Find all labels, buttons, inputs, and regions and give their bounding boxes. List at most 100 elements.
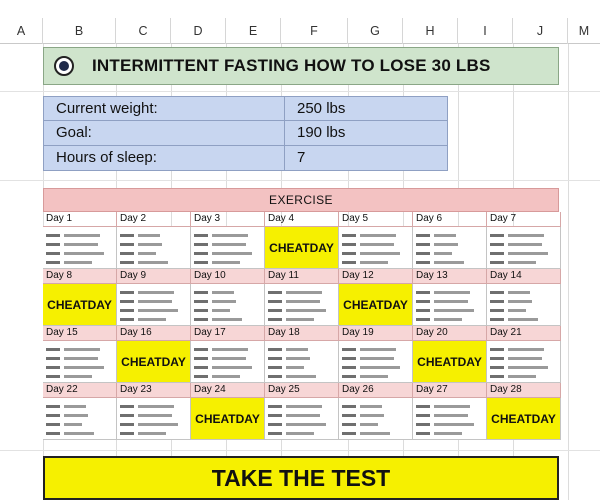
day-label[interactable]: Day 6	[413, 212, 487, 227]
day-label[interactable]: Day 25	[265, 383, 339, 398]
workout-notes-cell[interactable]	[191, 341, 265, 383]
day-label[interactable]: Day 24	[191, 383, 265, 398]
workout-notes-cell[interactable]	[413, 284, 487, 326]
cheat-day-cell[interactable]: CHEAT DAY	[487, 398, 561, 440]
column-header-c[interactable]: C	[116, 18, 171, 44]
column-header-d[interactable]: D	[171, 18, 226, 44]
note-text-blur	[212, 308, 230, 312]
column-header-e[interactable]: E	[226, 18, 281, 44]
illegible-note-line	[416, 249, 483, 257]
day-label[interactable]: Day 27	[413, 383, 487, 398]
note-text-blur	[138, 404, 174, 408]
note-bullet	[268, 356, 282, 360]
title-banner: INTERMITTENT FASTING HOW TO LOSE 30 LBS	[43, 47, 559, 85]
workout-notes-cell[interactable]	[191, 227, 265, 269]
workout-notes-cell[interactable]	[191, 284, 265, 326]
workout-notes-cell[interactable]	[43, 227, 117, 269]
cheat-day-cell[interactable]: CHEAT DAY	[265, 227, 339, 269]
day-label[interactable]: Day 13	[413, 269, 487, 284]
day-label[interactable]: Day 28	[487, 383, 561, 398]
workout-notes-cell[interactable]	[413, 227, 487, 269]
note-text-blur	[508, 290, 530, 294]
workout-notes-cell[interactable]	[339, 341, 413, 383]
note-text-blur	[64, 242, 98, 246]
note-text-blur	[212, 317, 242, 321]
day-label[interactable]: Day 3	[191, 212, 265, 227]
day-label[interactable]: Day 10	[191, 269, 265, 284]
workout-notes-cell[interactable]	[265, 341, 339, 383]
day-label[interactable]: Day 12	[339, 269, 413, 284]
day-label[interactable]: Day 23	[117, 383, 191, 398]
take-test-button[interactable]: TAKE THE TEST	[43, 456, 559, 500]
day-label[interactable]: Day 19	[339, 326, 413, 341]
sleep-hours-value[interactable]: 7	[297, 149, 306, 166]
day-label[interactable]: Day 9	[117, 269, 191, 284]
column-header-g[interactable]: G	[348, 18, 403, 44]
day-label[interactable]: Day 21	[487, 326, 561, 341]
cheat-day-cell[interactable]: CHEAT DAY	[339, 284, 413, 326]
radio-button-icon[interactable]	[54, 56, 74, 76]
goal-value[interactable]: 190 lbs	[297, 124, 346, 141]
illegible-note-line	[416, 420, 483, 428]
day-label[interactable]: Day 20	[413, 326, 487, 341]
workout-notes-cell[interactable]	[339, 227, 413, 269]
cheat-day-cell[interactable]: CHEAT DAY	[413, 341, 487, 383]
day-label[interactable]: Day 2	[117, 212, 191, 227]
workout-notes-cell[interactable]	[117, 398, 191, 440]
note-text-blur	[138, 308, 178, 312]
workout-notes-cell[interactable]	[117, 284, 191, 326]
day-label[interactable]: Day 11	[265, 269, 339, 284]
info-row: Hours of sleep: 7	[43, 146, 448, 171]
note-bullet	[490, 299, 504, 303]
workout-notes-cell[interactable]	[487, 284, 561, 326]
note-text-blur	[286, 422, 326, 426]
cheat-day-label: DAY	[87, 297, 112, 312]
note-bullet	[120, 431, 134, 435]
day-label[interactable]: Day 16	[117, 326, 191, 341]
cheat-day-cell[interactable]: CHEAT DAY	[43, 284, 117, 326]
illegible-note-line	[46, 345, 113, 353]
column-header-m[interactable]: M	[578, 24, 590, 38]
workout-notes-cell[interactable]	[265, 398, 339, 440]
column-header-f[interactable]: F	[281, 18, 348, 44]
column-header-i[interactable]: I	[458, 18, 513, 44]
day-label-row: Day 1 Day 2 Day 3 Day 4 Day 5 Day 6 Day 7	[43, 212, 561, 227]
note-bullet	[268, 431, 282, 435]
column-header-a[interactable]: A	[0, 18, 43, 44]
day-label[interactable]: Day 8	[43, 269, 117, 284]
cheat-day-cell[interactable]: CHEAT DAY	[117, 341, 191, 383]
note-bullet	[268, 365, 282, 369]
workout-notes-cell[interactable]	[487, 341, 561, 383]
day-label[interactable]: Day 4	[265, 212, 339, 227]
column-header-h[interactable]: H	[403, 18, 458, 44]
note-text-blur	[360, 356, 394, 360]
note-text-blur	[64, 260, 92, 264]
illegible-note-line	[416, 297, 483, 305]
note-text-blur	[360, 251, 400, 255]
day-label[interactable]: Day 17	[191, 326, 265, 341]
cheat-day-cell[interactable]: CHEAT DAY	[191, 398, 265, 440]
day-label[interactable]: Day 14	[487, 269, 561, 284]
illegible-note-line	[46, 363, 113, 371]
day-label[interactable]: Day 7	[487, 212, 561, 227]
illegible-note-line	[46, 354, 113, 362]
day-label[interactable]: Day 22	[43, 383, 117, 398]
day-label[interactable]: Day 1	[43, 212, 117, 227]
current-weight-value[interactable]: 250 lbs	[297, 100, 346, 117]
day-label[interactable]: Day 26	[339, 383, 413, 398]
day-label[interactable]: Day 18	[265, 326, 339, 341]
workout-notes-cell[interactable]	[43, 341, 117, 383]
workout-notes-cell[interactable]	[117, 227, 191, 269]
column-header-j[interactable]: J	[513, 18, 568, 44]
workout-notes-cell[interactable]	[339, 398, 413, 440]
day-label[interactable]: Day 15	[43, 326, 117, 341]
workout-notes-cell[interactable]	[413, 398, 487, 440]
column-header-b[interactable]: B	[43, 18, 116, 44]
day-label[interactable]: Day 5	[339, 212, 413, 227]
workout-notes-cell[interactable]	[487, 227, 561, 269]
workout-notes-cell[interactable]	[43, 398, 117, 440]
note-bullet	[120, 308, 134, 312]
illegible-note-line	[268, 354, 335, 362]
workout-notes-cell[interactable]	[265, 284, 339, 326]
illegible-note-line	[46, 372, 113, 380]
